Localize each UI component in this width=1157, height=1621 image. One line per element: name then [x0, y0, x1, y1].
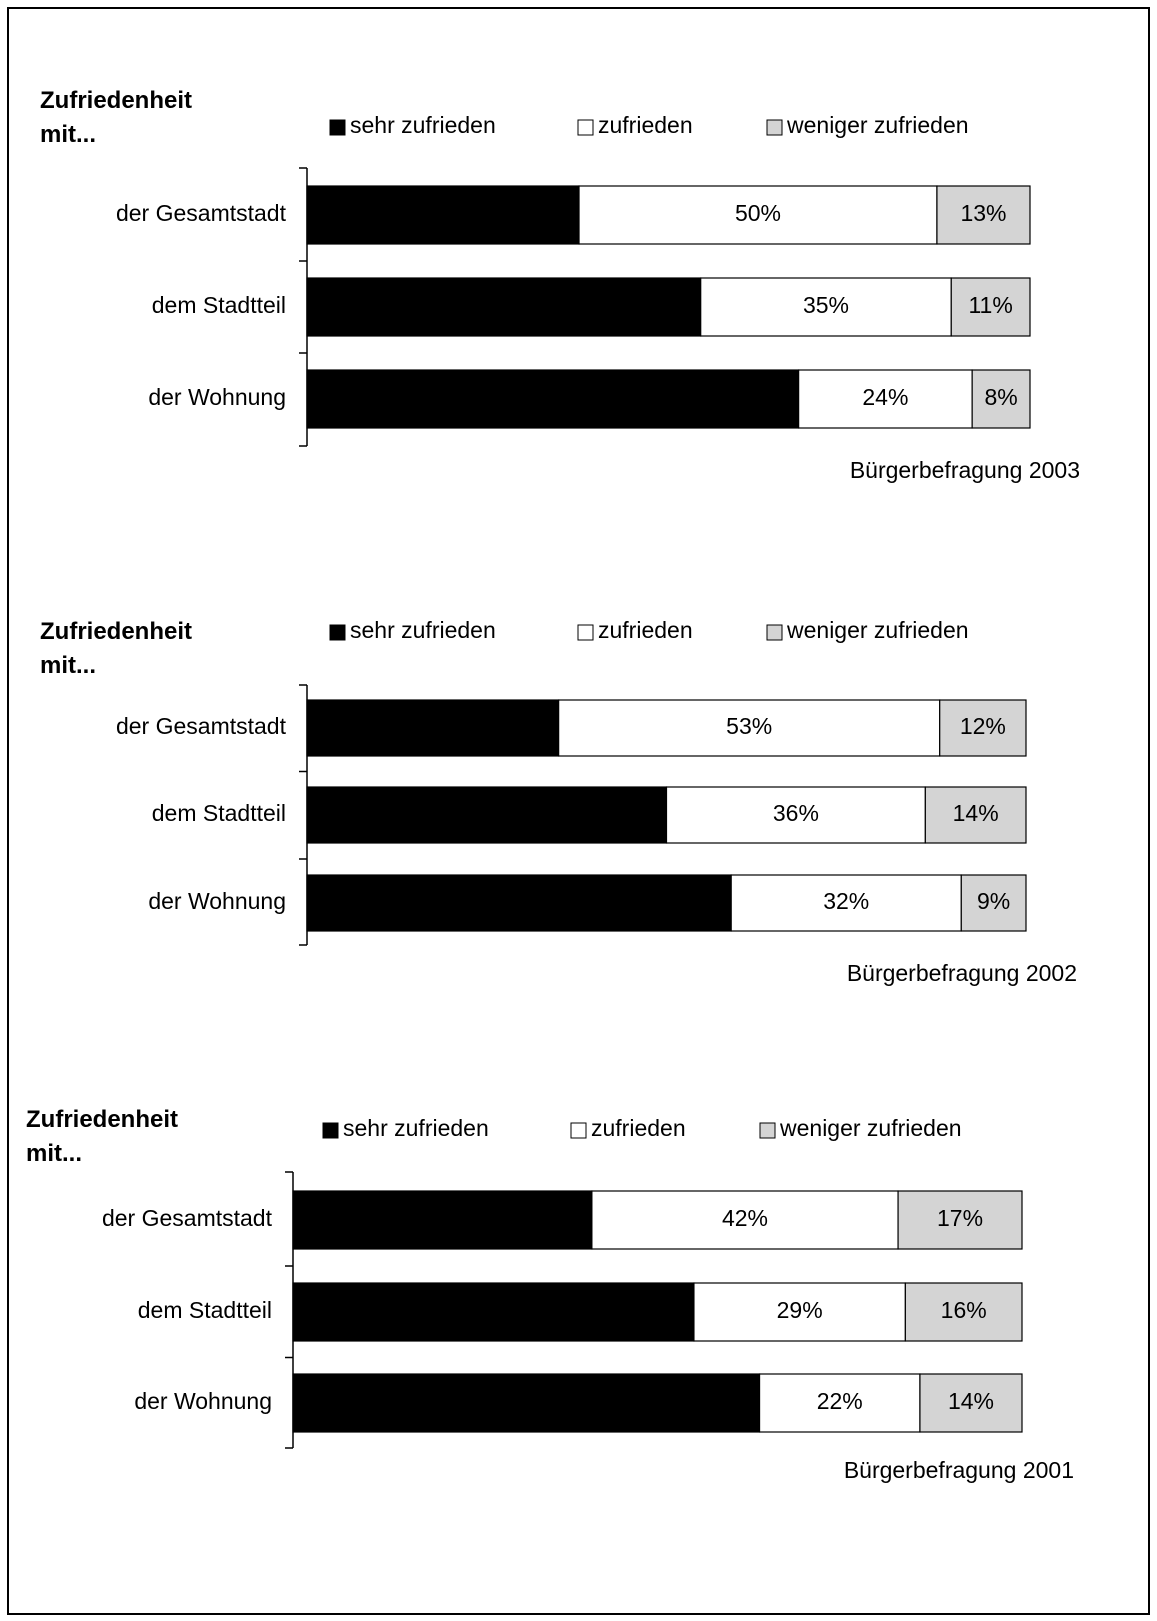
- legend-swatch: [329, 624, 346, 641]
- value-label: 38%: [420, 200, 466, 226]
- annotation: Bürgerbefragung 2002: [847, 960, 1077, 986]
- chart-title: Zufriedenheit mit...: [40, 618, 193, 679]
- bar-segment: [758, 1373, 921, 1433]
- value-label: 35%: [803, 292, 849, 318]
- value-label: 42%: [722, 1205, 768, 1231]
- annotation: Bürgerbefragung 2003: [850, 457, 1080, 483]
- value-label: 50%: [735, 200, 781, 226]
- bar-segment: [591, 1190, 899, 1250]
- bar-segment: [904, 1282, 1023, 1342]
- value-label: 11%: [968, 292, 1012, 318]
- bar-segment: [919, 1373, 1023, 1433]
- legend-swatch: [577, 624, 594, 641]
- value-label: 29%: [777, 1297, 823, 1323]
- bar-segment: [292, 1282, 695, 1342]
- bar-segment: [306, 786, 668, 844]
- annotation: Bürgerbefragung 2001: [844, 1457, 1074, 1483]
- category-label: der Gesamtstadt: [116, 713, 287, 739]
- legend-swatch: [766, 119, 783, 136]
- legend-label: zufrieden: [598, 112, 693, 138]
- category-label: dem Stadtteil: [138, 1297, 272, 1323]
- value-label: 53%: [726, 713, 772, 739]
- legend-swatch: [322, 1122, 339, 1139]
- legend-swatch: [759, 1122, 776, 1139]
- value-label: 59%: [496, 888, 542, 914]
- bar-segment: [292, 1190, 593, 1250]
- legend-label: zufrieden: [598, 617, 693, 643]
- chart-title: Zufriedenheit mit...: [26, 1106, 179, 1167]
- legend-label: weniger zufrieden: [779, 1115, 962, 1141]
- frame: [7, 7, 1150, 1615]
- value-label: 8%: [984, 384, 1017, 410]
- legend-swatch: [766, 624, 783, 641]
- bar-segment: [700, 277, 952, 337]
- bar-segment: [292, 1373, 761, 1433]
- category-label: der Wohnung: [148, 384, 286, 410]
- category-label: der Gesamtstadt: [102, 1205, 273, 1231]
- bar-segment: [971, 369, 1031, 429]
- legend-label: sehr zufrieden: [350, 617, 496, 643]
- category-label: der Wohnung: [148, 888, 286, 914]
- legend-label: weniger zufrieden: [786, 617, 969, 643]
- value-label: 14%: [953, 800, 999, 826]
- bar-segment: [306, 185, 580, 245]
- legend-label: zufrieden: [591, 1115, 686, 1141]
- legend-swatch: [570, 1122, 587, 1139]
- legend-swatch: [577, 119, 594, 136]
- value-label: 68%: [530, 384, 576, 410]
- value-label: 16%: [941, 1297, 987, 1323]
- bar-segment: [693, 1282, 906, 1342]
- value-label: 17%: [937, 1205, 983, 1231]
- legend-swatch: [329, 119, 346, 136]
- legend-label: sehr zufrieden: [343, 1115, 489, 1141]
- value-label: 35%: [410, 713, 456, 739]
- value-label: 32%: [823, 888, 869, 914]
- bar-segment: [665, 786, 926, 844]
- category-label: dem Stadtteil: [152, 292, 286, 318]
- category-label: der Wohnung: [134, 1388, 272, 1414]
- value-label: 50%: [464, 800, 510, 826]
- value-label: 13%: [960, 200, 1006, 226]
- bar-segment: [306, 874, 732, 932]
- value-label: 36%: [773, 800, 819, 826]
- bar-segment: [936, 185, 1031, 245]
- bar-segment: [306, 699, 560, 757]
- category-label: dem Stadtteil: [152, 800, 286, 826]
- bar-segment: [558, 699, 941, 757]
- value-label: 9%: [977, 888, 1010, 914]
- value-label: 41%: [419, 1205, 465, 1231]
- bar-segment: [939, 699, 1027, 757]
- bar-segment: [798, 369, 973, 429]
- value-label: 14%: [948, 1388, 994, 1414]
- chart-title: Zufriedenheit mit...: [40, 87, 193, 148]
- bar-segment: [306, 369, 800, 429]
- bar-segment: [897, 1190, 1023, 1250]
- value-label: 55%: [481, 292, 527, 318]
- value-label: 24%: [862, 384, 908, 410]
- value-label: 55%: [470, 1297, 516, 1323]
- bar-segment: [924, 786, 1027, 844]
- value-label: 22%: [817, 1388, 863, 1414]
- bar-segment: [578, 185, 938, 245]
- bar-segment: [950, 277, 1031, 337]
- value-label: 12%: [960, 713, 1006, 739]
- legend-label: weniger zufrieden: [786, 112, 969, 138]
- legend-label: sehr zufrieden: [350, 112, 496, 138]
- bar-segment: [960, 874, 1027, 932]
- category-label: der Gesamtstadt: [116, 200, 287, 226]
- value-label: 64%: [503, 1388, 549, 1414]
